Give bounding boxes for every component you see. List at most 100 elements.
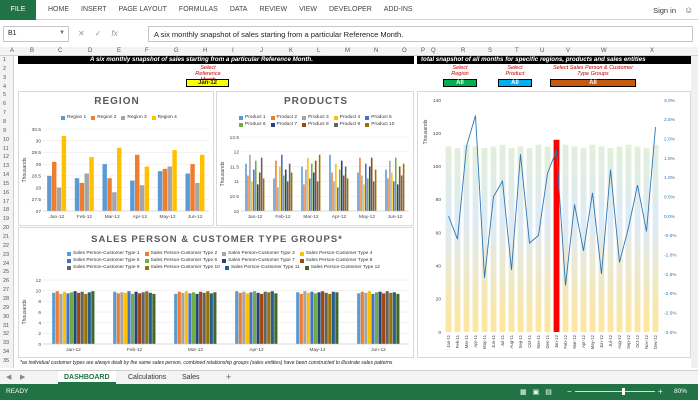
column-header[interactable]: J: [260, 48, 263, 54]
row-header[interactable]: 20: [3, 225, 10, 232]
row-header[interactable]: 27: [3, 287, 10, 294]
row-header[interactable]: 18: [3, 207, 10, 214]
column-header[interactable]: O: [402, 48, 407, 54]
function-icon[interactable]: fx: [111, 29, 118, 38]
scroll-right-icon[interactable]: ▶: [20, 374, 26, 381]
legend-swatch: [239, 122, 243, 127]
column-header[interactable]: E: [117, 48, 122, 54]
row-header[interactable]: 28: [3, 295, 10, 302]
row-header[interactable]: 14: [3, 172, 10, 179]
row-header[interactable]: 8: [3, 118, 7, 125]
row-header[interactable]: 24: [3, 260, 10, 267]
add-sheet-button[interactable]: +: [226, 372, 232, 382]
tab-view[interactable]: VIEW: [299, 6, 317, 13]
sheet-tab-calculations[interactable]: Calculations: [128, 374, 167, 381]
row-header[interactable]: 26: [3, 278, 10, 285]
column-header[interactable]: S: [488, 48, 493, 54]
smiley-icon[interactable]: ☺: [684, 5, 694, 15]
products-chart-panel[interactable]: PRODUCTS Product 1 Product 2 Product 3 Prod…: [216, 91, 414, 226]
row-header[interactable]: 16: [3, 189, 10, 196]
row-header[interactable]: 6: [3, 101, 7, 108]
sales-person-chart-panel[interactable]: SALES PERSON & CUSTOMER TYPE GROUPS* Sal…: [18, 227, 414, 358]
product-select[interactable]: All: [498, 79, 532, 87]
ref-month-select[interactable]: Jan-12: [186, 79, 229, 87]
row-header[interactable]: 32: [3, 331, 10, 338]
row-header[interactable]: 34: [3, 349, 10, 356]
row-header[interactable]: 4: [3, 83, 7, 90]
column-header[interactable]: C: [58, 48, 63, 54]
column-header[interactable]: Q: [431, 48, 436, 54]
row-header[interactable]: 35: [3, 357, 10, 364]
row-header[interactable]: 11: [3, 145, 9, 152]
row-header[interactable]: 5: [3, 92, 7, 99]
check-icon[interactable]: ✓: [94, 29, 102, 38]
y2-tick-label: 0.0%: [664, 214, 676, 220]
row-header[interactable]: 31: [3, 322, 10, 329]
tab-add-ins[interactable]: ADD-INS: [383, 6, 413, 13]
row-header[interactable]: 29: [3, 304, 10, 311]
tab-data[interactable]: DATA: [229, 6, 248, 13]
row-header[interactable]: 7: [3, 110, 7, 117]
region-select[interactable]: All: [443, 79, 477, 87]
scroll-left-icon[interactable]: ◀: [6, 374, 12, 381]
row-header[interactable]: 22: [3, 242, 10, 249]
row-header[interactable]: 2: [3, 65, 7, 72]
row-header[interactable]: 12: [3, 154, 10, 161]
view-mode-icons[interactable]: ▦▣▤: [520, 389, 558, 396]
vertical-scrollbar[interactable]: [691, 56, 698, 368]
column-header[interactable]: M: [345, 48, 350, 54]
tab-developer[interactable]: DEVELOPER: [328, 6, 372, 13]
zoom-slider-handle[interactable]: [622, 388, 625, 395]
column-header[interactable]: W: [601, 48, 607, 54]
column-header[interactable]: P: [421, 48, 426, 54]
cancel-icon[interactable]: ✕: [78, 29, 85, 38]
column-header[interactable]: D: [88, 48, 93, 54]
row-header[interactable]: 3: [3, 74, 7, 81]
sign-in-link[interactable]: Sign in: [653, 6, 676, 15]
row-header[interactable]: 15: [3, 180, 10, 187]
column-header[interactable]: N: [374, 48, 379, 54]
row-header[interactable]: 17: [3, 198, 10, 205]
column-header[interactable]: U: [540, 48, 545, 54]
name-box[interactable]: B1 ▼: [3, 26, 69, 42]
column-header[interactable]: K: [289, 48, 294, 54]
tab-formulas[interactable]: FORMULAS: [178, 6, 218, 13]
column-header[interactable]: A: [10, 48, 15, 54]
column-header[interactable]: R: [461, 48, 466, 54]
row-header[interactable]: 13: [3, 163, 10, 170]
row-header[interactable]: 1: [3, 57, 7, 63]
column-header[interactable]: F: [145, 48, 149, 54]
zoom-level[interactable]: 80%: [674, 388, 688, 395]
row-header[interactable]: 9: [3, 127, 7, 134]
tab-page-layout[interactable]: PAGE LAYOUT: [118, 6, 167, 13]
zoom-out-button[interactable]: −: [567, 387, 572, 396]
column-header[interactable]: G: [174, 48, 179, 54]
column-header[interactable]: L: [317, 48, 321, 54]
sheet-tab-dashboard[interactable]: DASHBOARD: [58, 371, 116, 384]
formula-input[interactable]: A six monthly snapshot of sales starting…: [148, 26, 693, 42]
row-header[interactable]: 21: [3, 234, 10, 240]
row-header[interactable]: 23: [3, 251, 10, 258]
row-header[interactable]: 10: [3, 136, 10, 143]
file-tab[interactable]: FILE: [0, 0, 36, 20]
row-header[interactable]: 19: [3, 216, 10, 223]
column-header[interactable]: T: [515, 48, 519, 54]
total-snapshot-chart-panel[interactable]: 0 20 40 60 80 100 120 140 -3.0% -2.5% -2.0% -1.5% -1…: [417, 91, 691, 358]
row-header[interactable]: 25: [3, 269, 10, 276]
column-header[interactable]: B: [30, 48, 35, 54]
row-header[interactable]: 33: [3, 340, 10, 347]
column-header[interactable]: H: [203, 48, 208, 54]
column-header[interactable]: I: [232, 48, 234, 54]
tab-home[interactable]: HOME: [48, 6, 69, 13]
tab-insert[interactable]: INSERT: [81, 6, 107, 13]
tab-review[interactable]: REVIEW: [259, 6, 288, 13]
sheet-tab-sales[interactable]: Sales: [182, 374, 200, 381]
chevron-down-icon[interactable]: ▼: [59, 30, 65, 36]
sales-group-select[interactable]: All: [550, 79, 636, 87]
region-chart-panel[interactable]: REGION Region 1 Region 2 Region 3 Region 4 …: [18, 91, 214, 226]
column-header[interactable]: X: [650, 48, 655, 54]
zoom-slider[interactable]: [575, 391, 655, 392]
zoom-in-button[interactable]: +: [658, 387, 663, 396]
row-header[interactable]: 30: [3, 313, 10, 320]
column-header[interactable]: V: [566, 48, 571, 54]
